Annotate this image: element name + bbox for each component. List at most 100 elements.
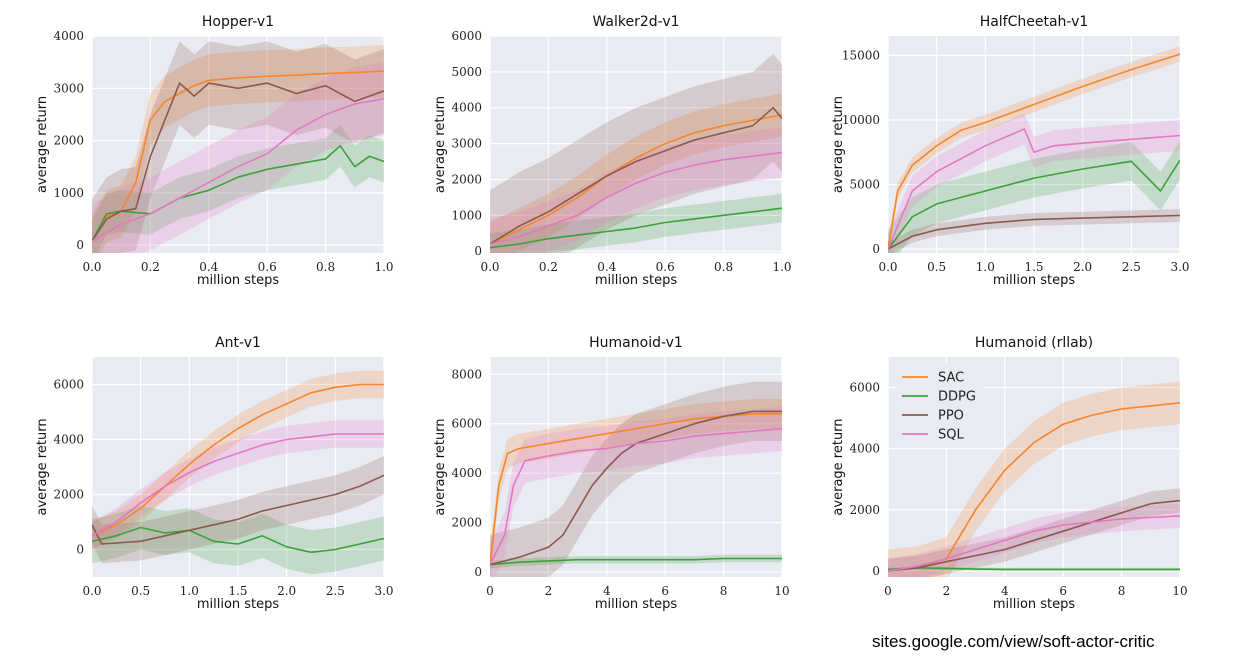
series-line-ddpg [888,159,1180,250]
x-axis-label: million steps [197,273,280,288]
series-line-sql [92,97,384,242]
band-sac [92,44,384,253]
series-line-ppo [888,499,1180,572]
x-tick-label: 0.0 [480,260,499,274]
x-tick-label: 6 [661,584,669,598]
series-line-sql [490,427,782,565]
x-tick-label: 0.0 [82,584,101,598]
x-tick-label: 0.5 [131,584,150,598]
series-line-sql [888,515,1180,572]
band-ppo [490,381,782,577]
y-tick-label: 6000 [451,29,482,43]
x-tick-label: 8 [720,584,728,598]
x-tick-label: 1.0 [772,260,791,274]
x-tick-label: 10 [1172,584,1187,598]
x-tick-label: 0.0 [82,260,101,274]
series-line-ddpg [92,526,384,554]
band-ddpg [490,554,782,569]
y-tick-label: 6000 [849,381,880,395]
x-tick-label: 0.2 [539,260,558,274]
x-tick-label: 0.5 [927,260,946,274]
x-tick-label: 0.8 [316,260,335,274]
y-tick-label: 2000 [849,503,880,517]
x-axis-label: million steps [595,273,678,288]
y-axis-label: average return [35,418,50,515]
panel-title: HalfCheetah-v1 [980,14,1089,30]
series-line-sac [490,114,782,245]
x-tick-label: 0.2 [141,260,160,274]
x-tick-label: 2.5 [1122,260,1141,274]
series-layer [92,370,384,575]
series-line-ppo [490,106,782,245]
x-tick-label: 0.4 [597,260,616,274]
panel-3: 0.0 0.5 1.0 1.5 2.0 2.5 3.0 0 5000 10000 15000 Half… [831,14,1190,288]
y-tick-label: 15000 [842,48,880,62]
band-sac [490,93,782,253]
x-tick-label: 2.0 [1073,260,1092,274]
x-tick-label: 0.4 [199,260,218,274]
legend: SAC DDPG PPO SQL [896,363,984,447]
series-line-sql [490,151,782,245]
y-tick-label: 2000 [451,516,482,530]
y-tick-label: 10000 [842,113,880,127]
x-tick-label: 2 [545,584,553,598]
panel-6: 0 2 4 6 8 10 0 2000 4000 6000 Humanoid (rllab) mill… [831,335,1188,612]
band-sql [490,127,782,253]
band-sql [888,113,1180,253]
series-layer [92,41,384,253]
x-tick-label: 3.0 [1170,260,1189,274]
x-tick-label: 1.0 [374,260,393,274]
series-layer [888,46,1180,253]
panel-5: 0 2 4 6 8 10 0 2000 4000 6000 8000 Humanoid-v1 milli… [433,335,790,612]
x-tick-label: 0.6 [656,260,675,274]
y-tick-label: 5000 [451,65,482,79]
x-tick-label: 2 [943,584,951,598]
x-axis-label: million steps [595,597,678,612]
x-tick-label: 2.0 [277,584,296,598]
band-sac [888,381,1180,577]
x-tick-label: 1.5 [1024,260,1043,274]
series-line-ppo [92,474,384,545]
series-line-ddpg [888,566,1180,571]
x-tick-label: 10 [774,584,789,598]
y-tick-label: 6000 [53,378,84,392]
y-tick-label: 4000 [451,101,482,115]
y-tick-label: 0 [474,565,482,579]
y-tick-label: 0 [76,238,84,252]
y-tick-label: 3000 [451,137,482,151]
x-tick-label: 8 [1118,584,1126,598]
panel-title: Humanoid-v1 [589,335,683,351]
panel-4: 0.0 0.5 1.0 1.5 2.0 2.5 3.0 0 2000 4000 6000 Ant-v1… [35,335,394,612]
series-layer [888,381,1180,577]
series-layer [490,53,782,253]
y-tick-label: 8000 [451,367,482,381]
band-ppo [888,209,1180,253]
panel-2: 0.0 0.2 0.4 0.6 0.8 1.0 0 1000 2000 3000 4000 5000 6… [433,14,792,288]
y-tick-label: 0 [76,543,84,557]
y-axis-label: average return [831,418,846,515]
y-tick-label: 4000 [849,442,880,456]
x-tick-label: 1.0 [976,260,995,274]
x-tick-label: 1.0 [180,584,199,598]
panel-title: Walker2d-v1 [592,14,679,30]
y-axis-label: average return [831,96,846,193]
series-line-sac [92,383,384,537]
y-tick-label: 6000 [451,417,482,431]
legend-label-ppo: PPO [938,409,964,424]
x-tick-label: 0.8 [714,260,733,274]
legend-label-sql: SQL [938,428,964,443]
panel-title: Ant-v1 [215,335,261,351]
panel-1: 0.0 0.2 0.4 0.6 0.8 1.0 0 1000 2000 3000 4000 Hoppe… [35,14,394,288]
x-tick-label: 6 [1059,584,1067,598]
panel-title: Hopper-v1 [202,14,274,30]
y-tick-label: 2000 [451,172,482,186]
y-axis-label: average return [433,96,448,193]
series-line-ppo [92,82,384,242]
x-tick-label: 0 [486,584,494,598]
y-tick-label: 1000 [451,208,482,222]
y-axis-label: average return [35,96,50,193]
x-axis-label: million steps [197,597,280,612]
band-ddpg [92,505,384,575]
series-layer [490,381,782,577]
